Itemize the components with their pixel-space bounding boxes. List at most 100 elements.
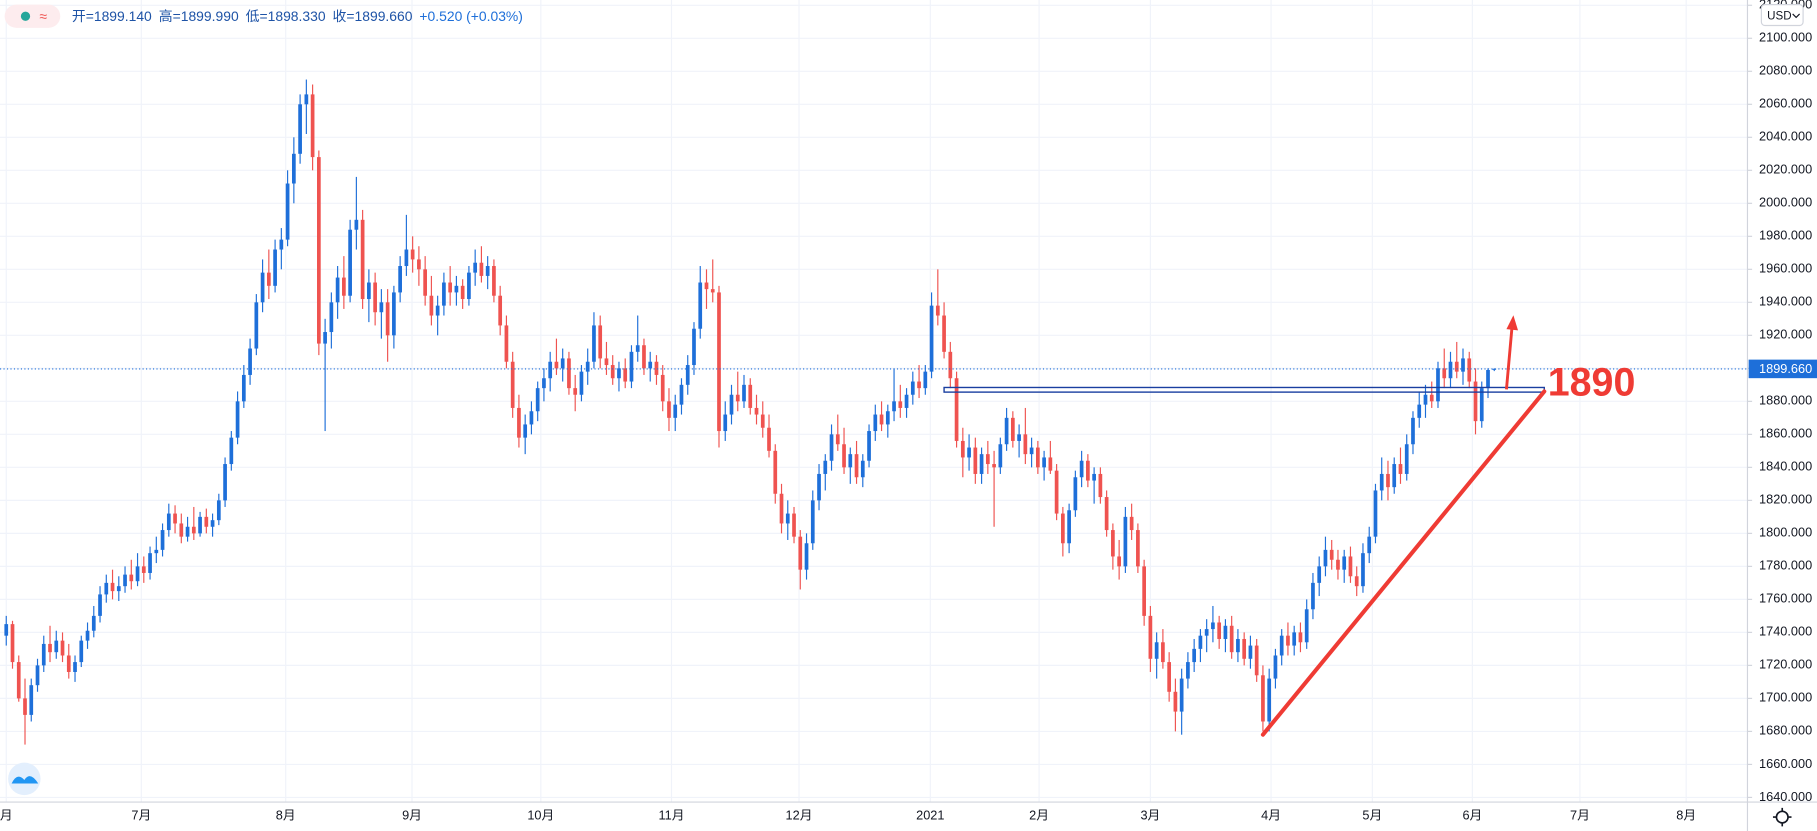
candle-body	[629, 351, 634, 382]
candle-body	[148, 553, 152, 573]
last-price-label: 1899.660	[1759, 361, 1812, 376]
y-tick-label: 1660.000	[1759, 756, 1812, 771]
candle-body	[954, 378, 959, 441]
candle-body	[567, 358, 571, 389]
candle-body	[779, 493, 784, 524]
candle-body	[1329, 549, 1334, 560]
x-tick-label: 6月	[1462, 807, 1482, 822]
candle-body	[1067, 510, 1071, 544]
candle-body	[879, 414, 884, 425]
candle-body	[754, 407, 759, 415]
candle-body	[1279, 635, 1284, 656]
candle-body	[160, 530, 165, 550]
candle-body	[767, 427, 771, 451]
status-dot	[20, 11, 31, 21]
candle-body	[617, 368, 621, 379]
candle-body	[898, 401, 903, 408]
candle-body	[1429, 394, 1434, 402]
candle-body	[848, 454, 853, 468]
candle-body	[135, 566, 140, 582]
x-tick-label: 12月	[786, 807, 813, 822]
candle-body	[216, 500, 221, 521]
header-badge[interactable]	[4, 4, 61, 28]
x-tick-label: 9月	[402, 807, 422, 822]
candle-body	[279, 239, 284, 250]
candle-body	[792, 513, 796, 537]
candle-body	[1448, 361, 1453, 379]
y-tick-label: 1840.000	[1759, 459, 1812, 474]
candle-body	[1392, 464, 1397, 488]
candle-body	[1442, 368, 1447, 379]
candle-body	[579, 371, 584, 395]
candle-body	[1142, 566, 1146, 616]
candle-body	[191, 526, 196, 534]
candle-body	[166, 513, 171, 531]
candle-body	[604, 358, 609, 366]
candle-body	[1167, 662, 1172, 692]
y-tick-label: 1980.000	[1759, 228, 1812, 243]
currency-button[interactable]	[1760, 4, 1804, 27]
candle-body	[485, 266, 490, 276]
candle-body	[1098, 473, 1103, 498]
candle-body	[123, 574, 127, 587]
candle-body	[535, 388, 540, 412]
y-tick-label: 1860.000	[1759, 426, 1812, 441]
candle-body	[717, 292, 721, 432]
candle-body	[1304, 609, 1309, 643]
candle-body	[60, 640, 65, 656]
candle-body	[1179, 678, 1184, 712]
candle-body	[973, 447, 978, 474]
x-tick-label: 月	[0, 807, 13, 822]
candle-body	[342, 277, 346, 296]
candle-body	[1029, 447, 1034, 455]
candle-body	[1317, 566, 1322, 583]
candle-body	[829, 434, 834, 461]
candle-body	[1461, 358, 1465, 372]
y-tick-label: 1640.000	[1759, 789, 1812, 804]
candle-body	[354, 219, 359, 230]
logo[interactable]	[8, 762, 41, 796]
candle-body	[585, 361, 590, 372]
candle-body	[273, 249, 277, 286]
candle-body	[992, 464, 996, 468]
candle-body	[116, 586, 121, 592]
candle-body	[967, 447, 971, 458]
y-tick-label: 1820.000	[1759, 492, 1812, 507]
candle-body	[66, 655, 71, 672]
candle-body	[141, 566, 146, 573]
candle-body	[1336, 559, 1340, 570]
candle-body	[1023, 434, 1028, 455]
candle-body	[660, 374, 665, 402]
y-tick-label: 2100.000	[1759, 30, 1812, 45]
candle-body	[429, 295, 434, 316]
candle-body	[10, 624, 15, 663]
candle-body	[854, 454, 859, 478]
candle-body	[560, 358, 565, 369]
candle-body	[798, 536, 803, 570]
y-tick-label: 1680.000	[1759, 723, 1812, 738]
candle-body	[1136, 530, 1140, 567]
x-tick-label: 5月	[1362, 807, 1382, 822]
trendline	[1260, 389, 1547, 737]
logo-mark	[11, 776, 39, 784]
candle-body	[417, 259, 421, 270]
candle-body	[1211, 622, 1215, 630]
x-tick-label: 4月	[1261, 807, 1281, 822]
candle-body	[1361, 553, 1365, 587]
candle-body	[773, 450, 778, 494]
candle-body	[554, 361, 559, 369]
last-price-box	[1748, 359, 1817, 379]
candle-body	[154, 549, 159, 554]
candle-body	[810, 500, 815, 544]
drawn-arrow-head	[1506, 315, 1519, 331]
candle-body	[1204, 629, 1209, 636]
candle-body	[835, 434, 840, 445]
candle-body	[979, 454, 984, 474]
candle-body	[454, 285, 459, 293]
candle-body	[73, 662, 77, 672]
candle-body	[179, 523, 184, 537]
candle-body	[492, 266, 496, 296]
candle-body	[610, 365, 615, 379]
candle-body	[404, 249, 409, 267]
